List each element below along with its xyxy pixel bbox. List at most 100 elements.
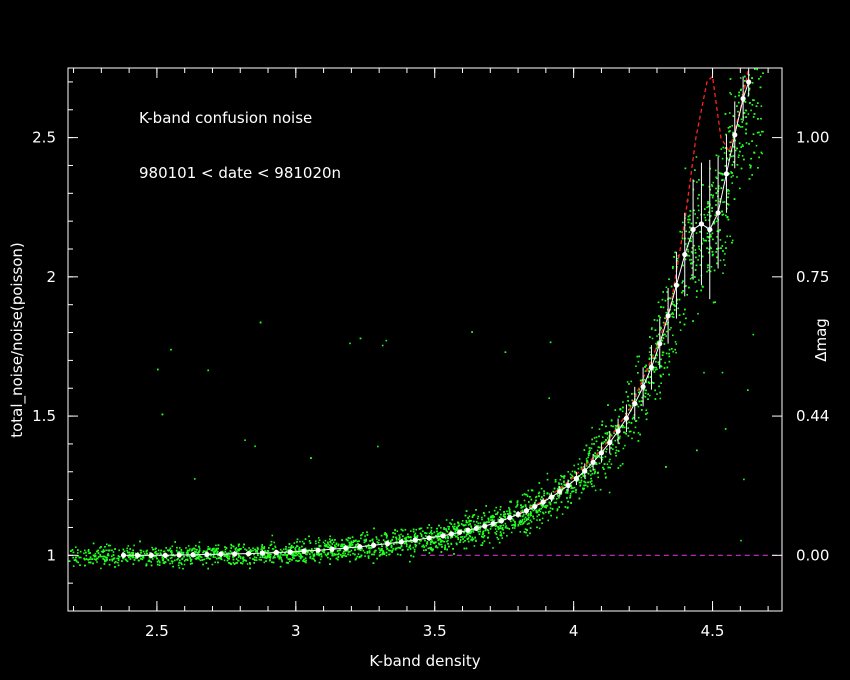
scatter-point: [128, 555, 131, 558]
scatter-point: [284, 554, 287, 556]
scatter-point: [533, 517, 535, 520]
scatter-point: [414, 543, 416, 546]
scatter-point: [524, 516, 527, 519]
scatter-point: [143, 552, 146, 555]
scatter-point: [435, 541, 437, 543]
scatter-point: [587, 472, 590, 475]
scatter-point: [710, 234, 712, 236]
scatter-point: [650, 328, 653, 330]
scatter-point: [459, 539, 462, 541]
scatter-point: [732, 174, 734, 177]
scatter-point: [517, 524, 520, 527]
scatter-point: [540, 498, 542, 501]
scatter-point: [740, 118, 743, 121]
scatter-point: [591, 443, 593, 445]
scatter-point: [257, 548, 259, 550]
scatter-point: [674, 251, 676, 254]
scatter-point: [178, 561, 181, 564]
scatter-point: [610, 447, 612, 449]
scatter-point: [254, 548, 256, 551]
scatter-point: [237, 556, 240, 558]
scatter-point: [637, 440, 640, 442]
scatter-point: [582, 488, 584, 491]
scatter-point: [465, 547, 468, 550]
scatter-point: [234, 549, 237, 551]
scatter-point: [148, 556, 151, 559]
scatter-point: [647, 375, 649, 378]
scatter-point: [145, 564, 148, 566]
scatter-point: [744, 101, 747, 103]
scatter-point: [169, 547, 172, 550]
scatter-point: [698, 194, 700, 196]
scatter-point: [186, 559, 189, 561]
scatter-point: [621, 410, 624, 413]
scatter-point: [237, 545, 240, 547]
scatter-point: [713, 221, 716, 224]
scatter-point: [88, 561, 90, 564]
scatter-point: [207, 557, 210, 559]
scatter-point: [656, 341, 659, 343]
scatter-point: [337, 543, 340, 546]
scatter-point: [539, 519, 541, 521]
scatter-point: [157, 549, 160, 552]
scatter-point: [445, 528, 447, 530]
scatter-point: [543, 490, 545, 492]
scatter-point: [715, 242, 717, 245]
scatter-point: [546, 472, 549, 475]
scatter-point: [715, 251, 717, 253]
scatter-point: [474, 536, 476, 539]
scatter-point: [78, 556, 81, 559]
scatter-point: [741, 155, 744, 157]
scatter-point: [747, 95, 750, 97]
scatter-point: [444, 546, 446, 549]
scatter-point: [116, 557, 118, 560]
scatter-point: [734, 149, 737, 152]
scatter-point: [584, 477, 587, 479]
scatter-point: [264, 556, 267, 558]
scatter-point: [556, 509, 559, 512]
scatter-point: [521, 518, 524, 521]
scatter-point: [587, 481, 589, 484]
scatter-point: [696, 449, 698, 452]
scatter-point: [571, 475, 574, 478]
scatter-point: [226, 554, 229, 556]
scatter-point: [664, 333, 666, 336]
scatter-point: [676, 260, 679, 262]
scatter-point: [656, 368, 658, 371]
scatter-point: [368, 551, 371, 554]
scatter-point: [209, 552, 212, 555]
scatter-point: [741, 121, 744, 123]
scatter-point: [146, 549, 148, 552]
scatter-point: [724, 264, 726, 266]
scatter-point: [325, 554, 328, 557]
scatter-point: [606, 433, 609, 435]
scatter-point: [487, 530, 490, 532]
scatter-point: [688, 255, 691, 257]
scatter-point: [298, 548, 300, 550]
scatter-point: [290, 547, 292, 549]
scatter-point: [647, 376, 649, 379]
scatter-point: [658, 340, 660, 342]
scatter-point: [687, 221, 690, 224]
scatter-point: [528, 522, 530, 525]
scatter-point: [709, 246, 712, 249]
scatter-point: [381, 549, 383, 551]
scatter-point: [355, 544, 357, 546]
scatter-point: [635, 420, 637, 422]
scatter-point: [403, 542, 406, 545]
scatter-point: [93, 554, 95, 557]
scatter-point: [395, 536, 397, 539]
scatter-point: [190, 549, 193, 552]
scatter-point: [628, 408, 630, 411]
scatter-point: [736, 176, 738, 178]
scatter-point: [327, 543, 329, 545]
scatter-point: [249, 563, 251, 565]
scatter-point: [657, 301, 660, 304]
scatter-point: [452, 527, 455, 529]
scatter-point: [487, 517, 490, 520]
scatter-point: [712, 194, 714, 197]
scatter-point: [106, 543, 108, 546]
scatter-point: [721, 245, 724, 247]
scatter-point: [216, 552, 218, 555]
scatter-point: [715, 220, 718, 223]
